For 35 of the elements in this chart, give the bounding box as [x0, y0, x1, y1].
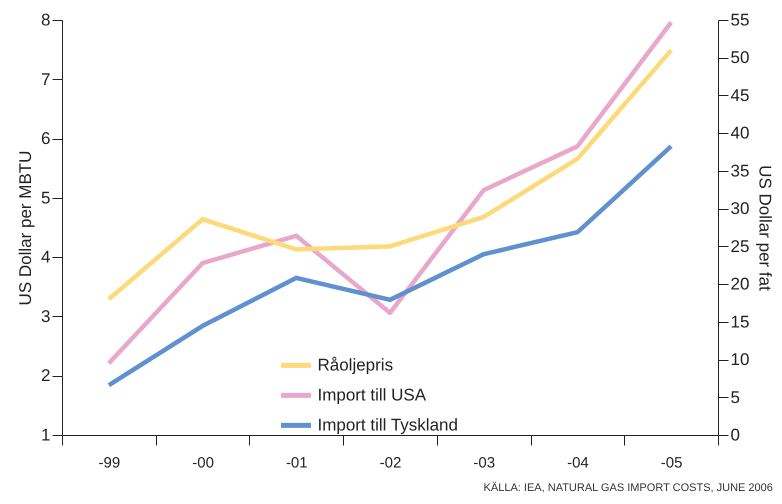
y-tick-label: 5 — [41, 188, 50, 208]
legend-label: Import till USA — [317, 385, 427, 404]
y2-tick-label: 5 — [730, 388, 740, 407]
line-series — [106, 48, 674, 302]
y-tick-label: 4 — [41, 248, 50, 267]
x-tick-label: -01 — [286, 454, 308, 472]
y-tick-label: 6 — [41, 129, 50, 148]
y2-tick-label: 50 — [730, 48, 750, 68]
x-tick-label: -99 — [98, 454, 120, 472]
x-tick-label: -00 — [192, 454, 214, 472]
x-tick-label: -03 — [473, 454, 496, 472]
y2-tick-label: 40 — [730, 124, 750, 143]
y-tick-label: 1 — [41, 426, 50, 444]
y2-tick-label: 0 — [730, 426, 740, 444]
y-tick-label: 7 — [41, 70, 50, 89]
y2-axis-title: US Dollar per fat — [755, 165, 774, 292]
y-tick-label: 3 — [41, 306, 50, 326]
y2-tick-label: 45 — [730, 86, 750, 105]
line-series — [106, 144, 674, 388]
text: KÄLLA: IEA, NATURAL GAS IMPORT COSTS, JUNE 2006 — [484, 481, 773, 494]
y2-tick-label: 10 — [730, 350, 750, 370]
legend-label: Import till Tyskland — [317, 415, 458, 434]
y-axis-title: US Dollar per MBTU — [16, 150, 36, 306]
x-tick-label: -02 — [380, 454, 402, 472]
y2-tick-label: 25 — [730, 236, 750, 256]
y2-tick-label: 55 — [730, 10, 750, 30]
y-tick-label: 8 — [41, 10, 50, 30]
legend-label: Råoljepris — [317, 355, 394, 374]
x-tick-label: -04 — [567, 454, 589, 472]
y2-tick-label: 20 — [730, 274, 750, 294]
y-tick-label: 2 — [41, 366, 50, 386]
y2-tick-label: 35 — [730, 161, 750, 180]
y2-tick-label: 30 — [730, 199, 750, 218]
y2-tick-label: 15 — [730, 312, 750, 332]
x-tick-label: -05 — [660, 454, 682, 472]
